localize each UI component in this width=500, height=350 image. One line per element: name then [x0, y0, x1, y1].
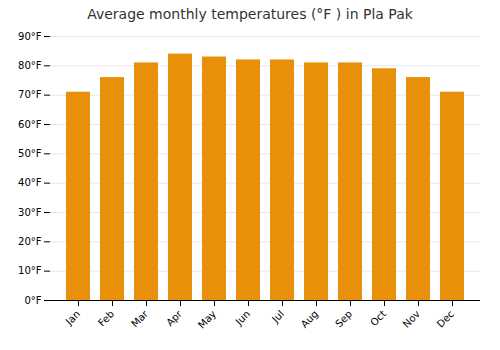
svg-text:Jun: Jun	[233, 308, 253, 328]
html-text:Average monthly temperatures (: Average monthly temperatures (°F ) in Pl…	[87, 6, 413, 22]
svg-text:Sep: Sep	[333, 308, 354, 329]
svg-text:10°F: 10°F	[18, 265, 42, 276]
svg-text:20°F: 20°F	[18, 236, 42, 247]
svg-text:Feb: Feb	[96, 308, 116, 328]
svg-text:Oct: Oct	[368, 308, 388, 328]
svg-text:Nov: Nov	[401, 308, 423, 330]
svg-text:Dec: Dec	[435, 308, 456, 329]
svg-text:Aug: Aug	[299, 308, 321, 330]
svg-text:0°F: 0°F	[24, 295, 41, 306]
svg-text:50°F: 50°F	[18, 148, 42, 159]
svg-text:80°F: 80°F	[18, 60, 42, 71]
svg-text:Jan: Jan	[63, 308, 82, 327]
svg-text:May: May	[196, 308, 218, 330]
svg-text:Apr: Apr	[164, 308, 185, 329]
svg-text:90°F: 90°F	[18, 31, 42, 42]
svg-text:Jul: Jul	[269, 308, 286, 325]
svg-text:60°F: 60°F	[18, 119, 42, 130]
svg-text:40°F: 40°F	[18, 177, 42, 188]
svg-text:70°F: 70°F	[18, 89, 42, 100]
svg-text:30°F: 30°F	[18, 207, 42, 218]
svg-text:Mar: Mar	[129, 308, 151, 330]
